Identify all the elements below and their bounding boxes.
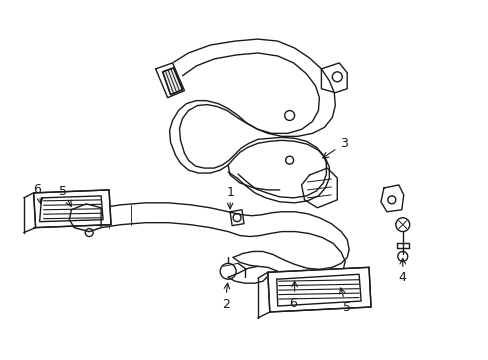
Text: 2: 2 <box>222 297 230 311</box>
Text: 4: 4 <box>398 271 406 284</box>
Polygon shape <box>40 196 103 222</box>
Text: 5: 5 <box>59 185 67 198</box>
Polygon shape <box>34 190 111 228</box>
Polygon shape <box>163 68 182 95</box>
Text: 6: 6 <box>33 184 41 197</box>
Polygon shape <box>155 63 184 98</box>
Polygon shape <box>69 204 101 231</box>
Text: 3: 3 <box>340 137 347 150</box>
Text: 6: 6 <box>288 297 296 310</box>
Polygon shape <box>276 274 360 306</box>
Polygon shape <box>267 267 370 312</box>
Text: 5: 5 <box>343 301 350 314</box>
Text: 1: 1 <box>226 186 234 199</box>
